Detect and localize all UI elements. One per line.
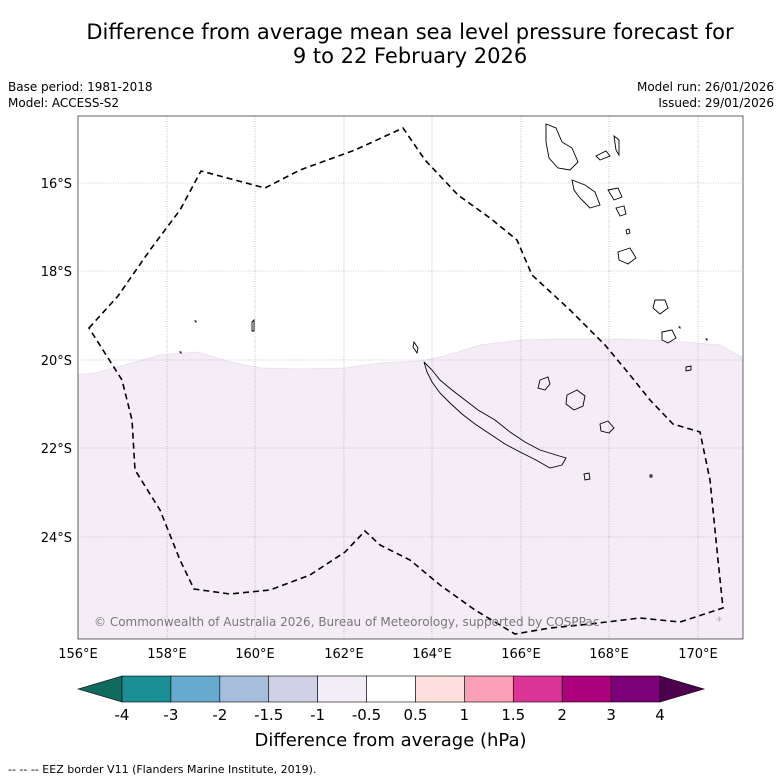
ouvea-island [537,376,551,391]
colorbar-tick-label: -3 [163,706,178,724]
colorbar-tick-label: 1.5 [501,706,525,724]
lat-label-22s: 22°S [41,442,72,457]
hunter-matthew-islands [677,326,708,372]
model-name: Model: ACCESS-S2 [8,96,120,110]
colorbar-tick-label: 2 [557,706,567,724]
malekula [571,179,601,209]
colorbar-tick-label: -2 [212,706,227,724]
lat-label-24s: 24°S [41,531,72,546]
isle-of-pines [583,472,591,481]
colorbar-tick-label: -1.5 [254,706,283,724]
issued-date: Issued: 29/01/2026 [658,96,774,110]
chesterfield-islands [178,318,255,355]
walpole-island [649,474,653,478]
lon-label-156e: 156°E [58,647,98,662]
erromango-tanna [617,247,637,265]
colorbar-high-extend [659,675,706,703]
map-frame [77,115,744,640]
colorbar-tick-label: 4 [655,706,665,724]
colorbar-tick-label: 0.5 [404,706,428,724]
lat-label-20s: 20°S [41,354,72,369]
colorbar-segment [121,675,172,703]
colorbar-segment [317,675,367,703]
colorbar-segment [268,675,318,703]
colorbar-tick-label: 1 [460,706,470,724]
gridlines [78,116,743,639]
colorbar: -4 -3 -2 -1.5 -1 -0.5 0.5 1 1.5 2 3 4 [76,675,706,724]
lon-label-158e: 158°E [147,647,187,662]
lon-label-166e: 166°E [501,647,541,662]
copyright-text: © Commonwealth of Australia 2026, Bureau… [94,615,599,629]
watermark-icon: ✈ [716,615,723,624]
lifou-island [565,389,586,411]
mare-island [599,420,615,434]
eez-footnote: -- -- -- EEZ border V11 (Flanders Marine… [8,763,317,776]
maewo-pentecost [613,134,620,157]
base-period: Base period: 1981-2018 [8,80,153,94]
anomaly-region [78,338,743,639]
colorbar-segment [170,675,221,703]
colorbar-segment [366,675,416,703]
aneityum [652,299,677,344]
ambae [595,150,611,161]
lon-label-168e: 168°E [589,647,629,662]
lon-label-170e: 170°E [678,647,718,662]
model-run: Model run: 26/01/2026 [636,80,774,94]
colorbar-tick-label: -1 [310,706,325,724]
colorbar-segment [464,675,514,703]
lon-label-160e: 160°E [235,647,275,662]
lat-label-18s: 18°S [41,265,72,280]
new-caledonia-mainland [423,361,567,469]
efate-area [607,187,631,235]
colorbar-title: Difference from average (hPa) [254,730,527,751]
colorbar-low-extend [76,675,123,703]
belep-islands [412,340,419,355]
eez-border [87,126,724,635]
espiritu-santo [545,123,579,171]
colorbar-tick-label: -4 [115,706,130,724]
colorbar-segment [610,675,661,703]
colorbar-segment [219,675,270,703]
colorbar-tick-label: 3 [606,706,616,724]
lon-label-162e: 162°E [324,647,364,662]
map-title-line2: 9 to 22 February 2026 [292,44,528,68]
lat-label-16s: 16°S [41,177,72,192]
lon-label-164e: 164°E [412,647,452,662]
colorbar-segment [512,675,563,703]
colorbar-segment [561,675,612,703]
colorbar-segment [415,675,465,703]
map-title-line1: Difference from average mean sea level p… [86,20,734,44]
colorbar-tick-label: -0.5 [352,706,381,724]
